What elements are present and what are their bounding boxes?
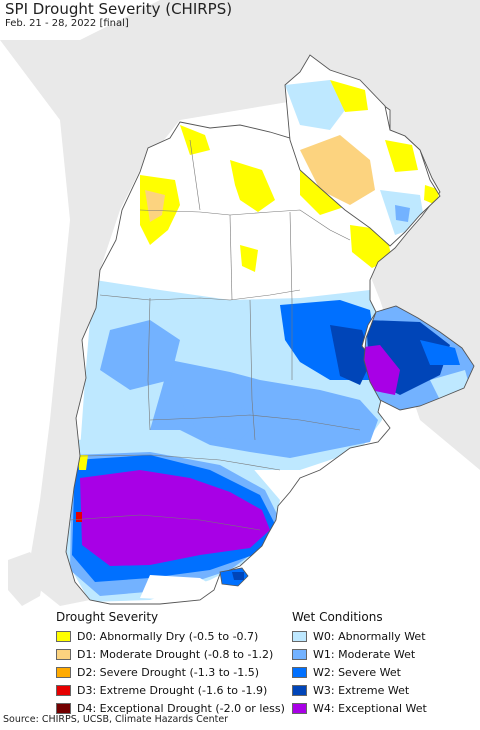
legend-swatch-w3: [292, 684, 307, 696]
legend-label-d0: D0: Abnormally Dry (-0.5 to -0.7): [77, 629, 259, 643]
source-credit: Source: CHIRPS, UCSB, Climate Hazards Ce…: [3, 714, 229, 725]
legend-label-d3: D3: Extreme Drought (-1.6 to -1.9): [77, 683, 268, 697]
legend-swatch-d4: [56, 702, 71, 714]
legend-swatch-d1: [56, 648, 71, 660]
province-borders: [69, 139, 361, 531]
legend-item-w1: W1: Moderate Wet: [292, 645, 477, 663]
wet-legend: Wet Conditions W0: Abnormally Wet W1: Mo…: [292, 609, 477, 717]
drought-legend: Drought Severity D0: Abnormally Dry (-0.…: [56, 609, 288, 717]
legend-item-d0: D0: Abnormally Dry (-0.5 to -0.7): [56, 627, 288, 645]
legend-swatch-w0: [292, 630, 307, 642]
legend-label-w4: W4: Exceptional Wet: [313, 701, 427, 715]
legend-item-d2: D2: Severe Drought (-1.3 to -1.5): [56, 663, 288, 681]
legend-item-w3: W3: Extreme Wet: [292, 681, 477, 699]
legend-item-d1: D1: Moderate Drought (-0.8 to -1.2): [56, 645, 288, 663]
legend-swatch-d2: [56, 666, 71, 678]
neighbor-land: [8, 552, 44, 606]
legend-label-d4: D4: Exceptional Drought (-2.0 or less): [77, 701, 285, 715]
legend-swatch-d0: [56, 630, 71, 642]
legend-label-w3: W3: Extreme Wet: [313, 683, 410, 697]
map-subtitle: Feb. 21 - 28, 2022 [final]: [5, 18, 129, 29]
drought-legend-title: Drought Severity: [56, 610, 159, 624]
legend-item-d4: D4: Exceptional Drought (-2.0 or less): [56, 699, 288, 717]
legend-swatch-w2: [292, 666, 307, 678]
legend-label-d2: D2: Severe Drought (-1.3 to -1.5): [77, 665, 260, 679]
legend-label-d1: D1: Moderate Drought (-0.8 to -1.2): [77, 647, 274, 661]
legend-item-d3: D3: Extreme Drought (-1.6 to -1.9): [56, 681, 288, 699]
legend-label-w0: W0: Abnormally Wet: [313, 629, 426, 643]
argentina-conditions: [66, 125, 392, 602]
legend-item-w0: W0: Abnormally Wet: [292, 627, 477, 645]
wet-legend-title: Wet Conditions: [292, 610, 383, 624]
legend-swatch-d3: [56, 684, 71, 696]
legend-label-w1: W1: Moderate Wet: [313, 647, 416, 661]
drought-map: [0, 0, 480, 606]
map-title: SPI Drought Severity (CHIRPS): [5, 0, 233, 18]
legend-label-w2: W2: Severe Wet: [313, 665, 401, 679]
legend-item-w4: W4: Exceptional Wet: [292, 699, 477, 717]
legend-swatch-w1: [292, 648, 307, 660]
legend-item-w2: W2: Severe Wet: [292, 663, 477, 681]
legend-swatch-w4: [292, 702, 307, 714]
uruguay-conditions: [364, 320, 470, 400]
